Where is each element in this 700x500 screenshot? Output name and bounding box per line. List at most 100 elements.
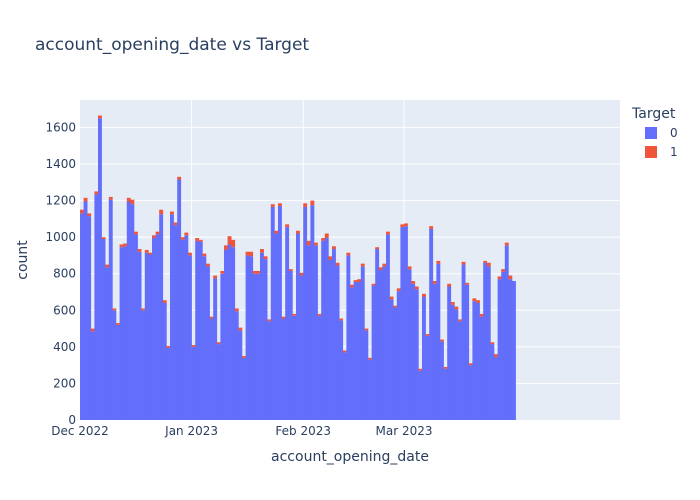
bar-target-0 bbox=[508, 279, 513, 420]
bar-target-0 bbox=[479, 316, 484, 420]
bar-target-1 bbox=[148, 252, 153, 255]
bar-target-0 bbox=[486, 266, 491, 420]
bar-target-1 bbox=[436, 260, 441, 264]
bar-target-1 bbox=[346, 252, 351, 256]
bar-target-0 bbox=[324, 238, 329, 420]
bar-target-1 bbox=[303, 203, 308, 207]
bar-target-1 bbox=[213, 275, 218, 279]
bar-target-1 bbox=[350, 284, 354, 288]
bar-target-0 bbox=[98, 118, 102, 421]
bar-target-1 bbox=[119, 244, 124, 248]
bar-target-1 bbox=[198, 239, 203, 242]
bar-target-0 bbox=[216, 344, 221, 420]
bar-target-0 bbox=[465, 284, 470, 420]
bar-target-1 bbox=[332, 246, 336, 250]
bar-target-1 bbox=[260, 249, 264, 253]
bar-target-0 bbox=[375, 249, 380, 420]
bar-target-0 bbox=[108, 199, 113, 420]
bar-target-0 bbox=[141, 310, 146, 420]
bar-target-0 bbox=[267, 321, 272, 420]
bar-target-0 bbox=[512, 281, 516, 420]
bar-target-0 bbox=[472, 301, 477, 420]
bar-target-0 bbox=[87, 216, 92, 420]
bar-target-0 bbox=[170, 214, 174, 420]
bar-target-0 bbox=[335, 265, 340, 420]
bar-target-0 bbox=[177, 179, 182, 420]
bar-target-1 bbox=[418, 368, 423, 371]
bar-target-1 bbox=[101, 237, 106, 239]
bar-target-1 bbox=[400, 224, 405, 228]
bar-target-0 bbox=[224, 249, 228, 420]
bar-target-0 bbox=[209, 318, 214, 420]
bar-target-0 bbox=[497, 279, 502, 420]
bar-target-1 bbox=[504, 242, 509, 246]
bar-target-0 bbox=[144, 252, 149, 420]
bar-target-1 bbox=[468, 363, 473, 366]
bar-target-1 bbox=[123, 243, 128, 247]
bar-target-1 bbox=[224, 245, 228, 250]
bar-target-0 bbox=[263, 259, 268, 420]
bar-target-1 bbox=[393, 305, 398, 308]
bar-target-0 bbox=[234, 311, 239, 420]
bar-target-0 bbox=[314, 245, 318, 420]
bar-target-1 bbox=[159, 209, 164, 215]
bar-target-0 bbox=[436, 263, 441, 420]
bar-target-1 bbox=[281, 316, 286, 319]
bar-target-1 bbox=[335, 262, 340, 266]
bar-target-1 bbox=[90, 328, 95, 332]
bar-target-1 bbox=[288, 269, 293, 271]
bar-target-0 bbox=[476, 302, 480, 420]
bar-target-0 bbox=[166, 347, 171, 420]
bar-target-1 bbox=[249, 251, 254, 257]
bar-target-1 bbox=[242, 356, 246, 358]
bar-target-1 bbox=[216, 342, 221, 345]
bar-target-1 bbox=[177, 176, 182, 180]
bar-target-1 bbox=[494, 354, 498, 357]
bar-target-0 bbox=[393, 307, 398, 420]
bar-target-0 bbox=[188, 255, 192, 420]
bar-target-0 bbox=[306, 245, 311, 420]
bar-target-1 bbox=[371, 283, 376, 286]
bar-target-0 bbox=[296, 233, 300, 420]
bar-target-1 bbox=[170, 211, 174, 215]
y-tick-label: 200 bbox=[53, 376, 76, 390]
bar-target-0 bbox=[461, 264, 466, 420]
bar-target-0 bbox=[360, 266, 365, 420]
bar-target-1 bbox=[382, 263, 387, 267]
bar-target-1 bbox=[497, 276, 502, 280]
bar-target-0 bbox=[458, 321, 462, 420]
bar-target-1 bbox=[292, 313, 297, 316]
bar-target-0 bbox=[195, 240, 200, 420]
bar-target-1 bbox=[299, 272, 304, 276]
bar-target-1 bbox=[191, 345, 196, 347]
bar-target-0 bbox=[256, 273, 261, 420]
bar-target-1 bbox=[472, 298, 477, 302]
x-tick-label: Mar 2023 bbox=[376, 424, 433, 438]
bar-target-1 bbox=[220, 270, 225, 274]
bar-target-1 bbox=[267, 319, 272, 322]
bar-target-0 bbox=[321, 240, 326, 420]
bar-target-1 bbox=[234, 308, 239, 312]
bar-target-0 bbox=[227, 244, 232, 420]
bar-target-1 bbox=[321, 238, 326, 241]
bar-target-0 bbox=[123, 246, 128, 420]
bar-target-0 bbox=[94, 194, 99, 420]
bar-target-0 bbox=[328, 260, 333, 420]
bar-target-0 bbox=[83, 201, 88, 420]
bar-target-0 bbox=[422, 296, 426, 420]
bar-target-1 bbox=[501, 269, 506, 272]
bar-target-0 bbox=[342, 352, 347, 420]
bar-target-0 bbox=[292, 315, 297, 420]
bar-target-0 bbox=[191, 346, 196, 420]
bar-target-1 bbox=[407, 266, 412, 270]
bar-target-0 bbox=[368, 359, 372, 420]
bar-target-1 bbox=[490, 342, 495, 345]
bar-target-1 bbox=[83, 197, 88, 202]
bar-target-0 bbox=[468, 365, 473, 420]
bar-target-0 bbox=[350, 287, 354, 420]
x-tick-label: Jan 2023 bbox=[164, 424, 218, 438]
bar-target-0 bbox=[245, 255, 250, 420]
bar-target-0 bbox=[213, 278, 218, 420]
bars bbox=[80, 115, 516, 421]
legend-title: Target bbox=[631, 106, 676, 122]
